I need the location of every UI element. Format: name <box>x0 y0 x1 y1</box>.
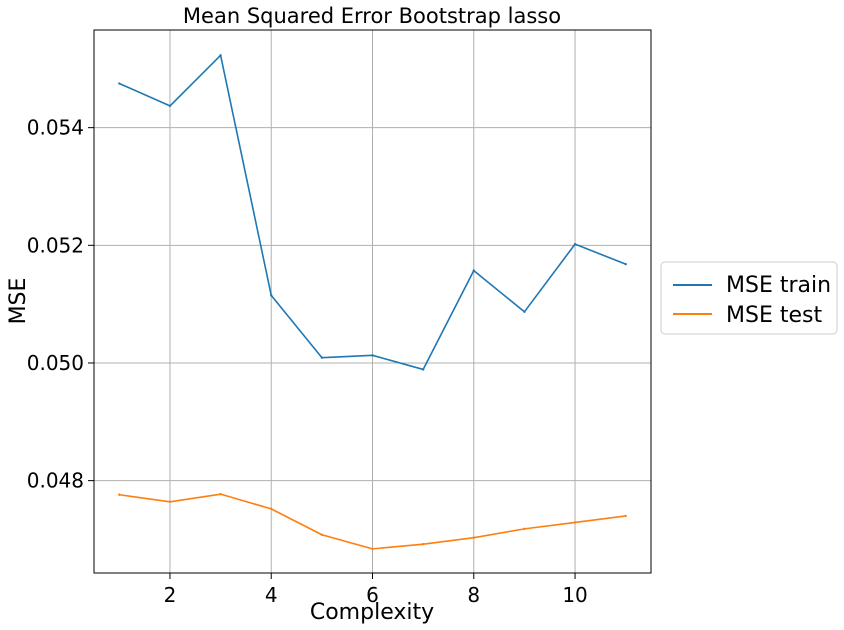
legend: MSE train MSE test <box>660 261 838 335</box>
x-axis-title: Complexity <box>310 600 434 625</box>
y-tick-label: 0.048 <box>27 469 84 493</box>
data-point-mse-test <box>118 493 121 496</box>
y-tick-label: 0.054 <box>27 116 84 140</box>
legend-label-train: MSE train <box>726 273 831 298</box>
data-point-mse-train <box>270 294 273 297</box>
x-tick-label: 10 <box>562 583 587 607</box>
series-layer <box>118 54 627 551</box>
data-point-mse-train <box>168 104 172 108</box>
x-tick-label: 8 <box>467 583 480 607</box>
y-axis: 0.048 0.050 0.052 0.054 <box>27 116 94 493</box>
x-tick-label: 2 <box>164 583 177 607</box>
data-point-mse-train <box>118 82 121 85</box>
data-point-mse-train <box>523 310 526 313</box>
y-tick-label: 0.050 <box>27 351 84 375</box>
x-axis: 2 4 6 8 10 <box>164 573 588 607</box>
y-tick-label: 0.052 <box>27 233 84 257</box>
data-point-mse-test <box>472 536 475 539</box>
data-point-mse-train <box>320 356 324 359</box>
legend-box <box>660 261 838 335</box>
data-point-mse-test <box>219 492 222 496</box>
data-point-mse-test <box>523 527 526 531</box>
data-point-mse-test <box>168 500 172 504</box>
y-axis-title: MSE <box>6 278 31 325</box>
data-point-mse-train <box>472 269 475 272</box>
x-tick-label: 4 <box>265 583 278 607</box>
data-point-mse-test <box>270 507 273 511</box>
data-point-mse-train <box>371 354 374 357</box>
data-point-mse-test <box>371 547 374 551</box>
data-point-mse-train <box>219 54 222 57</box>
data-point-mse-test <box>573 521 577 524</box>
data-point-mse-test <box>624 514 627 518</box>
data-point-mse-train <box>573 242 577 246</box>
data-point-mse-train <box>624 262 627 266</box>
grid <box>94 30 651 573</box>
x-tick-label: 6 <box>366 583 379 607</box>
data-point-mse-train <box>421 368 425 371</box>
chart-title: Mean Squared Error Bootstrap lasso <box>183 4 561 28</box>
legend-label-test: MSE test <box>726 303 822 328</box>
data-point-mse-test <box>320 533 324 536</box>
data-point-mse-test <box>421 542 425 546</box>
